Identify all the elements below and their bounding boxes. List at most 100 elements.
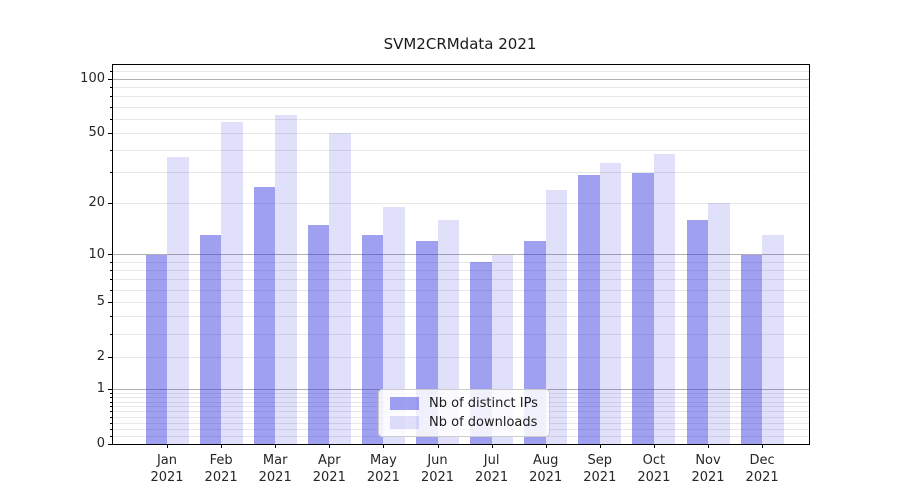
y-minor-tick-6	[110, 289, 113, 291]
y-tick-1	[108, 388, 113, 390]
x-tick-label-may: May 2021	[366, 453, 400, 485]
x-tick-label-aug: Aug 2021	[529, 453, 563, 485]
y-tick-10	[108, 254, 113, 255]
y-minor-tick-4	[110, 316, 113, 318]
bar-downloads-dec	[762, 235, 784, 444]
legend: Nb of distinct IPs Nb of downloads	[378, 389, 550, 437]
bar-distinct-ips-jan	[145, 254, 167, 444]
y-tick-label-20: 20	[88, 195, 105, 211]
y-minor-tick-60	[110, 118, 113, 120]
x-tick-oct	[653, 444, 655, 448]
y-minor-tick-9	[110, 261, 113, 263]
y-minor-tick-0.7	[110, 401, 113, 403]
y-minor-tick-0.9	[110, 392, 113, 394]
x-tick-label-feb: Feb 2021	[204, 453, 238, 485]
gridline-minor-110	[113, 71, 809, 73]
bar-distinct-ips-apr	[307, 224, 330, 444]
x-tick-label-dec: Dec 2021	[745, 453, 779, 485]
bar-distinct-ips-dec	[740, 254, 763, 444]
bar-downloads-mar	[275, 115, 297, 444]
bar-downloads-jan	[167, 156, 189, 444]
y-tick-label-2: 2	[96, 349, 105, 365]
bar-downloads-nov	[708, 203, 730, 444]
x-tick-apr	[329, 444, 331, 448]
x-tick-jun	[437, 444, 439, 448]
x-tick-feb	[221, 444, 223, 448]
bar-distinct-ips-feb	[199, 235, 222, 444]
y-minor-tick-0.2	[110, 429, 113, 431]
x-tick-label-mar: Mar 2021	[258, 453, 292, 485]
legend-swatch-downloads	[390, 416, 419, 429]
gridline-minor-90	[113, 87, 809, 89]
y-minor-tick-2	[110, 356, 113, 358]
legend-label-downloads: Nb of downloads	[429, 415, 538, 430]
y-minor-tick-0.4	[110, 416, 113, 418]
gridline-minor-6	[113, 289, 809, 291]
x-tick-may	[383, 444, 385, 448]
y-tick-label-1: 1	[96, 381, 105, 397]
y-tick-0	[108, 443, 113, 445]
x-tick-jan	[167, 444, 168, 448]
gridline-minor-9	[113, 261, 809, 263]
gridline-major-10	[113, 254, 809, 255]
plot-area: Nb of distinct IPs Nb of downloads 100 50…	[80, 64, 810, 485]
bar-downloads-may	[383, 207, 405, 444]
bar-distinct-ips-sep	[578, 175, 600, 444]
y-tick-label-0: 0	[96, 436, 105, 451]
legend-label-distinct-ips: Nb of distinct IPs	[429, 396, 538, 411]
y-tick-label-10: 10	[88, 246, 105, 262]
gridline-minor-3	[113, 333, 809, 335]
y-minor-tick-90	[110, 87, 113, 89]
y-minor-tick-8	[110, 269, 113, 271]
y-tick-label-100: 100	[80, 71, 105, 87]
bar-distinct-ips-nov	[686, 220, 708, 444]
y-tick-100	[108, 78, 113, 80]
gridline-minor-60	[113, 118, 809, 120]
x-tick-label-oct: Oct 2021	[637, 453, 671, 485]
x-tick-label-jul: Jul 2021	[475, 453, 509, 485]
x-tick-nov	[708, 444, 709, 448]
x-tick-label-nov: Nov 2021	[691, 453, 725, 485]
y-minor-tick-7	[110, 279, 113, 281]
bar-downloads-apr	[329, 133, 351, 444]
y-minor-tick-110	[110, 71, 113, 73]
y-minor-tick-50	[110, 132, 113, 134]
gridline-minor-7	[113, 279, 809, 281]
x-tick-mar	[275, 444, 277, 448]
y-minor-tick-0.1	[110, 435, 113, 437]
y-minor-tick-20	[110, 202, 113, 204]
bar-downloads-feb	[221, 121, 243, 444]
y-minor-tick-0.5	[110, 411, 113, 413]
bar-downloads-aug	[545, 189, 568, 444]
x-tick-aug	[545, 444, 547, 448]
gridline-minor-2	[113, 356, 809, 358]
x-tick-jul	[491, 444, 493, 448]
y-minor-tick-30	[110, 172, 113, 174]
gridline-major-100	[113, 78, 809, 80]
x-tick-sep	[599, 444, 601, 448]
bar-distinct-ips-mar	[253, 186, 276, 444]
x-tick-dec	[762, 444, 764, 448]
bar-distinct-ips-oct	[632, 172, 654, 444]
y-minor-tick-0.8	[110, 397, 113, 399]
y-minor-tick-3	[110, 333, 113, 335]
gridline-minor-80	[113, 96, 809, 98]
legend-swatch-distinct-ips	[390, 397, 419, 410]
legend-item-distinct-ips: Nb of distinct IPs	[390, 396, 538, 411]
y-minor-tick-40	[110, 150, 113, 152]
y-minor-tick-5	[110, 301, 113, 303]
gridline-minor-20	[113, 202, 809, 204]
gridline-minor-50	[113, 132, 809, 134]
bar-downloads-jun	[437, 220, 459, 444]
legend-item-downloads: Nb of downloads	[390, 415, 538, 430]
y-minor-tick-0.3	[110, 422, 113, 424]
chart-title: SVM2CRMdata 2021	[383, 35, 537, 53]
y-tick-label-5: 5	[96, 294, 105, 310]
gridline-minor-5	[113, 301, 809, 303]
bar-downloads-oct	[653, 154, 676, 444]
x-tick-label-apr: Apr 2021	[312, 453, 346, 485]
y-tick-label-50: 50	[88, 125, 105, 141]
y-minor-tick-80	[110, 96, 113, 98]
gridline-minor-40	[113, 150, 809, 152]
